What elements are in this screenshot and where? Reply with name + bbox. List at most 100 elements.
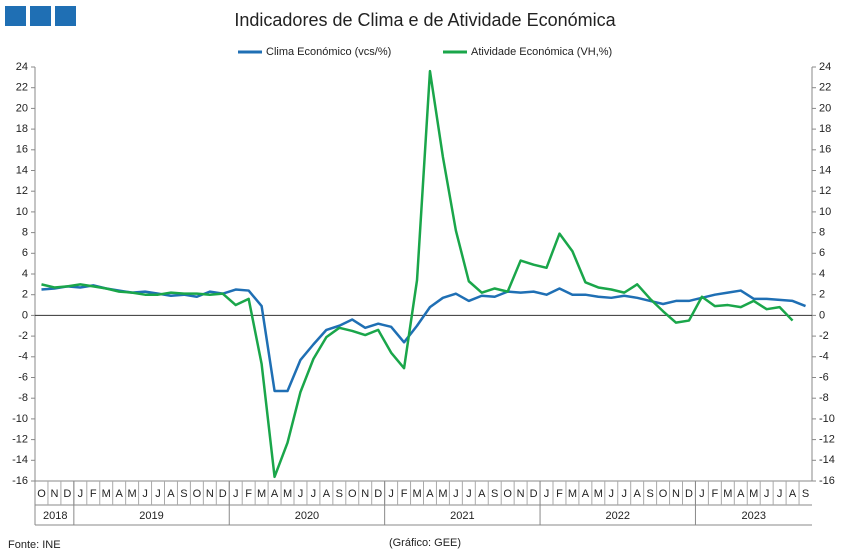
- x-tick-label: D: [219, 488, 227, 500]
- x-tick-label: M: [568, 488, 577, 500]
- y2-tick-label: -14: [819, 454, 835, 466]
- x-group-label: 2022: [606, 510, 630, 522]
- x-group-label: 2019: [139, 510, 163, 522]
- x-tick-label: A: [737, 488, 745, 500]
- x-tick-label: M: [283, 488, 292, 500]
- x-tick-label: F: [556, 488, 563, 500]
- y-tick-label: 14: [16, 164, 28, 176]
- x-tick-label: J: [311, 488, 317, 500]
- y-tick-label: 10: [16, 206, 28, 218]
- x-tick-label: M: [723, 488, 732, 500]
- x-tick-label: F: [90, 488, 97, 500]
- x-group-label: 2021: [450, 510, 474, 522]
- x-tick-label: N: [50, 488, 58, 500]
- y2-tick-label: 0: [819, 309, 825, 321]
- x-group-label: 2023: [741, 510, 765, 522]
- y-tick-label: -16: [12, 475, 28, 487]
- y-tick-label: 4: [22, 268, 28, 280]
- x-tick-label: S: [802, 488, 809, 500]
- x-tick-label: J: [298, 488, 304, 500]
- x-tick-label: O: [503, 488, 512, 500]
- x-tick-label: A: [478, 488, 486, 500]
- x-tick-label: J: [388, 488, 394, 500]
- y2-tick-label: 14: [819, 164, 831, 176]
- x-tick-label: O: [193, 488, 202, 500]
- x-tick-label: M: [257, 488, 266, 500]
- x-tick-label: O: [659, 488, 668, 500]
- x-tick-label: A: [167, 488, 175, 500]
- credit: (Gráfico: GEE): [389, 537, 461, 549]
- y2-tick-label: 2: [819, 289, 825, 301]
- series-line: [41, 69, 794, 479]
- y2-tick-label: -2: [819, 330, 829, 342]
- legend-label: Clima Económico (vcs/%): [266, 46, 391, 58]
- y-tick-label: 24: [16, 61, 28, 73]
- x-tick-label: M: [749, 488, 758, 500]
- x-tick-label: A: [789, 488, 797, 500]
- y2-tick-label: -16: [819, 475, 835, 487]
- x-tick-label: O: [37, 488, 46, 500]
- x-tick-label: J: [777, 488, 783, 500]
- x-tick-label: N: [206, 488, 214, 500]
- x-tick-label: J: [78, 488, 84, 500]
- x-tick-label: M: [412, 488, 421, 500]
- x-tick-label: O: [348, 488, 357, 500]
- x-tick-label: S: [336, 488, 343, 500]
- x-group-label: 2020: [295, 510, 319, 522]
- x-tick-label: D: [63, 488, 71, 500]
- y2-tick-label: 20: [819, 102, 831, 114]
- y-tick-label: -14: [12, 454, 28, 466]
- y2-tick-label: 6: [819, 247, 825, 259]
- x-tick-label: N: [517, 488, 525, 500]
- x-tick-label: F: [245, 488, 252, 500]
- y-tick-label: 22: [16, 82, 28, 94]
- x-tick-label: D: [530, 488, 538, 500]
- y2-tick-label: -4: [819, 351, 829, 363]
- x-tick-label: J: [764, 488, 770, 500]
- x-tick-label: J: [544, 488, 550, 500]
- x-tick-label: S: [180, 488, 187, 500]
- y-tick-label: 2: [22, 289, 28, 301]
- x-tick-label: S: [491, 488, 498, 500]
- x-tick-label: J: [155, 488, 161, 500]
- x-group-label: 2018: [43, 510, 67, 522]
- y2-tick-label: 24: [819, 61, 831, 73]
- x-tick-label: J: [699, 488, 705, 500]
- x-tick-label: A: [271, 488, 279, 500]
- y2-tick-label: 12: [819, 185, 831, 197]
- x-tick-label: F: [401, 488, 408, 500]
- x-tick-label: M: [128, 488, 137, 500]
- y-tick-label: 12: [16, 185, 28, 197]
- y2-tick-label: -10: [819, 413, 835, 425]
- y-tick-label: 18: [16, 123, 28, 135]
- x-tick-label: F: [712, 488, 719, 500]
- series-line: [41, 284, 806, 393]
- x-tick-label: A: [582, 488, 590, 500]
- y-tick-label: -2: [18, 330, 28, 342]
- y2-tick-label: -12: [819, 434, 835, 446]
- y-tick-label: -8: [18, 392, 28, 404]
- y2-tick-label: 10: [819, 206, 831, 218]
- x-tick-label: M: [102, 488, 111, 500]
- y-tick-label: 6: [22, 247, 28, 259]
- logo-block: [5, 6, 26, 26]
- x-tick-label: N: [361, 488, 369, 500]
- y2-tick-label: -6: [819, 371, 829, 383]
- y2-tick-label: -8: [819, 392, 829, 404]
- x-tick-label: J: [466, 488, 472, 500]
- x-tick-label: A: [634, 488, 642, 500]
- x-tick-label: J: [233, 488, 239, 500]
- y2-tick-label: 16: [819, 144, 831, 156]
- logo-block: [55, 6, 76, 26]
- x-tick-label: A: [116, 488, 124, 500]
- y-tick-label: -10: [12, 413, 28, 425]
- x-tick-label: J: [453, 488, 459, 500]
- x-tick-label: J: [621, 488, 627, 500]
- x-tick-label: N: [672, 488, 680, 500]
- y-tick-label: -12: [12, 434, 28, 446]
- x-tick-label: D: [685, 488, 693, 500]
- chart-title: Indicadores de Clima e de Atividade Econ…: [234, 10, 616, 30]
- x-tick-label: M: [594, 488, 603, 500]
